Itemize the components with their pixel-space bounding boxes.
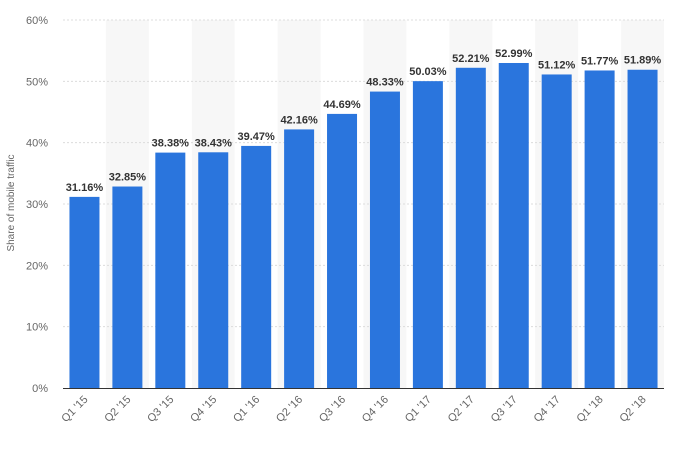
bar: [112, 186, 143, 388]
x-tick-label: Q3 '16: [317, 394, 348, 425]
value-label: 31.16%: [66, 182, 104, 194]
y-tick-label: 50%: [26, 76, 48, 88]
bar: [241, 145, 272, 388]
value-labels: 31.16% 32.85% 38.38% 38.43% 39.47% 42.16% 44.6…: [66, 48, 662, 194]
y-tick-label: 60%: [26, 15, 48, 27]
x-tick-label: Q1 '15: [59, 394, 90, 425]
bar: [627, 69, 658, 388]
x-tick-label: Q3 '17: [489, 394, 520, 425]
value-label: 51.77%: [581, 55, 619, 67]
y-tick-label: 10%: [26, 322, 48, 334]
x-tick-label: Q1 '18: [575, 394, 606, 425]
x-tick-label: Q2 '18: [617, 394, 648, 425]
x-tick-label: Q3 '15: [145, 394, 176, 425]
value-label: 39.47%: [238, 131, 276, 143]
bar: [327, 113, 358, 388]
y-tick-label: 20%: [26, 260, 48, 272]
bars: [69, 62, 658, 389]
value-label: 52.21%: [452, 53, 490, 65]
x-tick-label: Q2 '17: [446, 394, 477, 425]
value-label: 52.99%: [495, 48, 533, 60]
value-label: 38.43%: [195, 137, 233, 149]
bar: [584, 70, 615, 389]
value-label: 51.12%: [538, 59, 576, 71]
bar: [198, 152, 229, 388]
x-tick-label: Q1 '16: [231, 394, 262, 425]
bar: [69, 196, 100, 388]
bar: [455, 67, 486, 389]
bar: [369, 91, 400, 389]
x-tick-label: Q2 '15: [102, 394, 133, 425]
value-label: 38.38%: [152, 138, 190, 150]
y-axis-ticks: 0% 10% 20% 30% 40% 50% 60%: [26, 15, 48, 395]
value-label: 44.69%: [323, 99, 361, 111]
x-tick-label: Q4 '15: [188, 394, 219, 425]
value-label: 50.03%: [409, 66, 447, 78]
y-tick-label: 40%: [26, 138, 48, 150]
x-tick-label: Q1 '17: [403, 394, 434, 425]
value-label: 48.33%: [366, 77, 404, 89]
bar: [541, 74, 572, 389]
x-axis-ticks: Q1 '15 Q2 '15 Q3 '15 Q4 '15 Q1 '16 Q2 '16 Q3 '…: [59, 394, 648, 425]
value-label: 51.89%: [624, 55, 662, 67]
y-axis-title: Share of mobile traffic: [6, 154, 17, 251]
bar: [412, 81, 443, 389]
x-tick-label: Q4 '17: [532, 394, 563, 425]
value-label: 42.16%: [280, 114, 318, 126]
bar: [498, 62, 529, 389]
y-tick-label: 0%: [32, 383, 48, 395]
bar: [284, 129, 315, 388]
x-tick-label: Q4 '16: [360, 394, 391, 425]
value-label: 32.85%: [109, 172, 147, 184]
y-tick-label: 30%: [26, 199, 48, 211]
bar: [155, 152, 186, 388]
x-tick-label: Q2 '16: [274, 394, 305, 425]
